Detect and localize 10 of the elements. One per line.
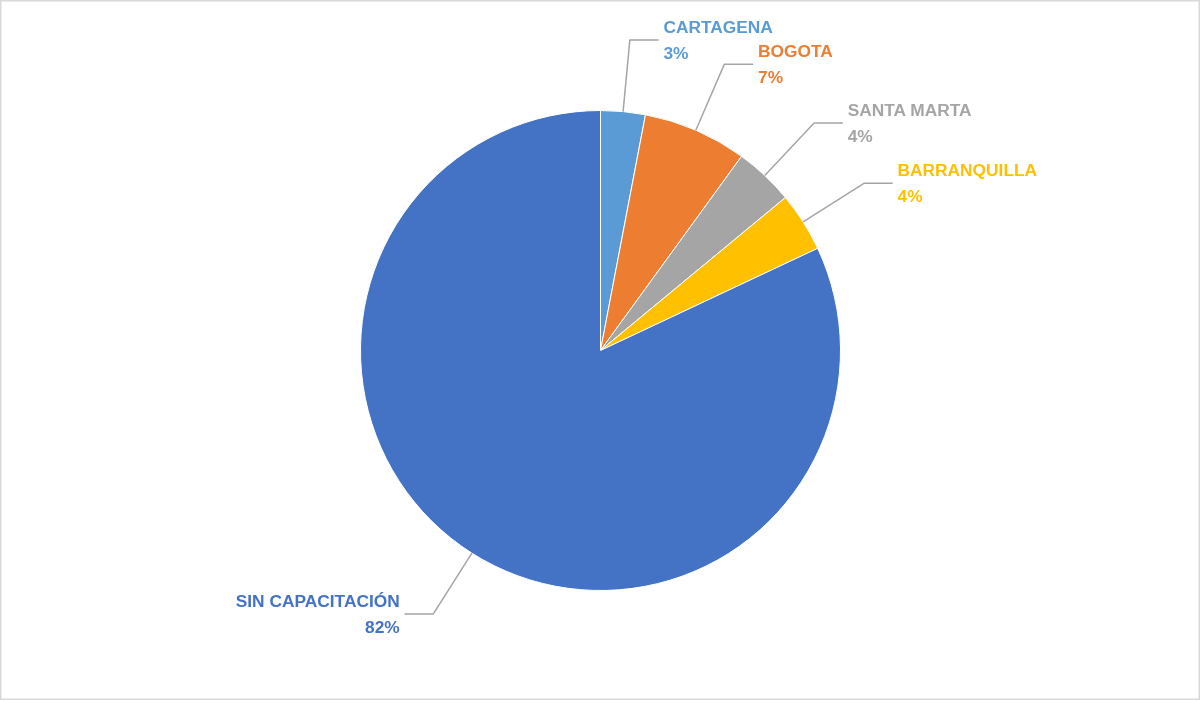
data-label: 82%: [365, 616, 400, 637]
data-label: 4%: [847, 126, 873, 147]
data-label: 7%: [758, 67, 784, 88]
data-label: 3%: [663, 42, 689, 63]
slice-label: SANTA MARTA: [847, 100, 973, 121]
slice-label: CARTAGENA: [663, 16, 774, 37]
slice-label: BARRANQUILLA: [897, 160, 1038, 181]
slice-label: SIN CAPACITACIÓN: [235, 590, 400, 611]
slice-label: BOGOTA: [758, 41, 834, 62]
data-label: 4%: [897, 186, 923, 207]
